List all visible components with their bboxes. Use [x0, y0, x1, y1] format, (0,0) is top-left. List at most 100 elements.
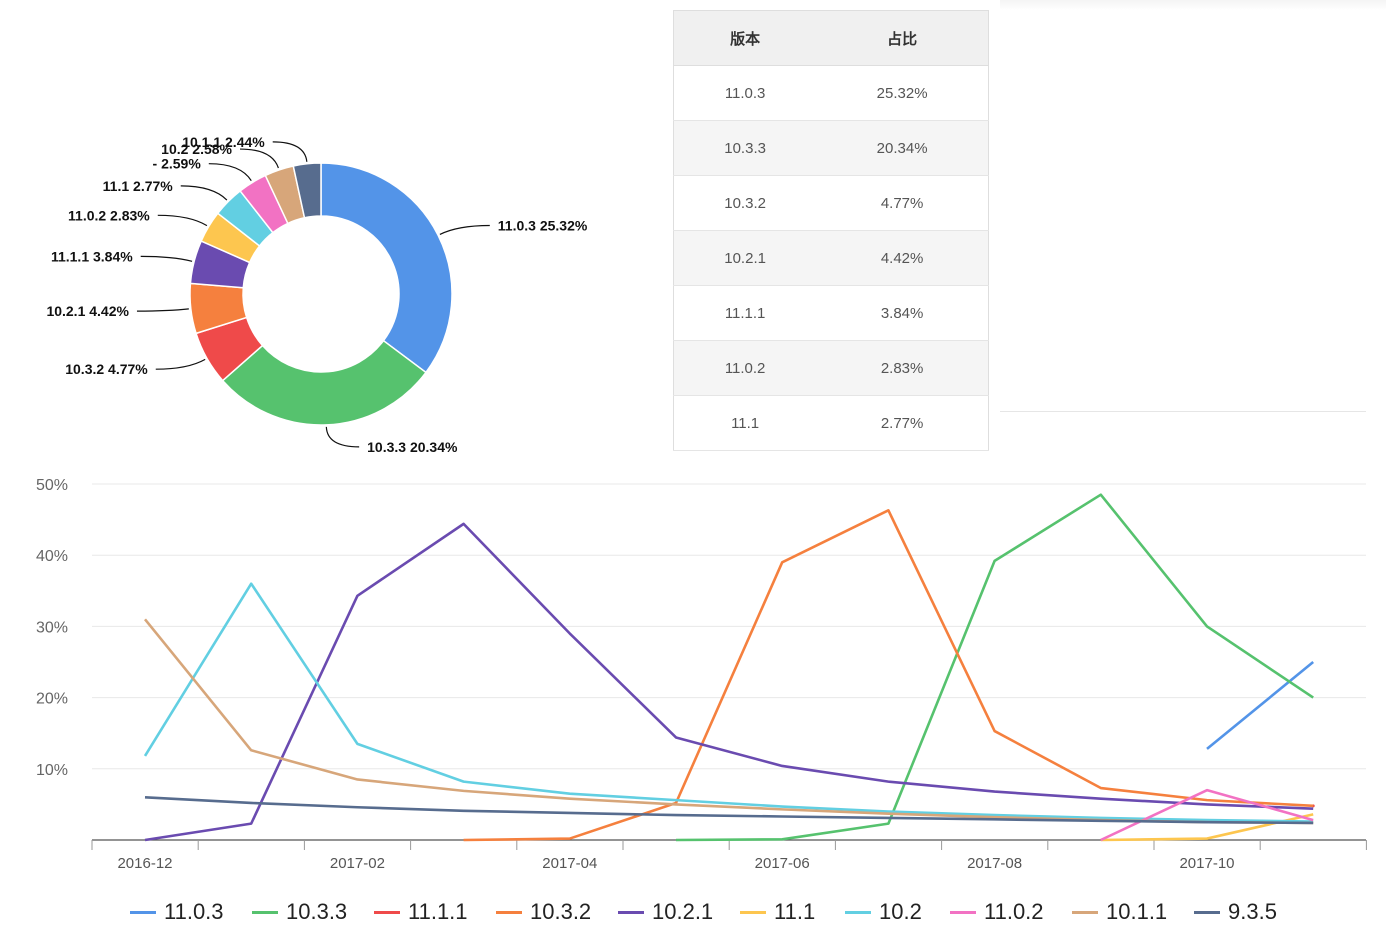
- column-header-share: 占比: [816, 10, 989, 66]
- table-row: 11.0.2 2.83%: [673, 340, 989, 396]
- x-tick-label: 2017-04: [542, 855, 597, 872]
- table-cell-share: 4.42%: [816, 230, 989, 286]
- y-tick-label: 30%: [36, 619, 68, 636]
- table-row: 11.1.1 3.84%: [673, 285, 989, 341]
- legend-item-10.2.1[interactable]: 10.2.1: [618, 896, 713, 928]
- table-cell-version: 10.3.2: [673, 175, 817, 231]
- legend-label: 9.3.5: [1228, 899, 1277, 924]
- legend-item-11.0.3[interactable]: 11.0.3: [130, 896, 224, 928]
- series-line-10.2.1: [144, 522, 1314, 842]
- legend-swatch: [374, 910, 400, 914]
- series-line-9.3.5: [144, 795, 1314, 825]
- panel-divider: [1000, 411, 1366, 412]
- donut-label-leader: [157, 214, 208, 227]
- x-tick-label: 2017-06: [755, 855, 810, 872]
- column-header-version: 版本: [673, 10, 817, 66]
- donut-slice-10.1.1: [292, 162, 322, 219]
- table-cell-share: 20.34%: [816, 120, 989, 176]
- table-header-row: 版本 占比: [673, 10, 989, 66]
- legend-swatch: [845, 910, 871, 914]
- version-donut-chart: 11.0.3 25.32% 10.3.3 20.34% 10.3.2 4.77% 10…: [46, 134, 588, 455]
- legend-label: 10.1.1: [1106, 899, 1168, 924]
- legend-swatch: [1072, 910, 1098, 914]
- legend-swatch: [618, 910, 644, 914]
- table-row: 10.2.1 4.42%: [673, 230, 989, 286]
- donut-slice-10.3.3: [221, 339, 427, 426]
- x-tick-label: 2017-10: [1179, 855, 1234, 872]
- table-cell-version: 11.1: [673, 395, 817, 451]
- series-line-10.2: [143, 582, 1314, 823]
- legend-item-10.2[interactable]: 10.2: [845, 896, 922, 928]
- legend-swatch: [252, 910, 278, 914]
- table-row: 11.1 2.77%: [673, 395, 989, 451]
- legend-swatch: [496, 910, 522, 914]
- x-tick-label: 2017-02: [330, 855, 385, 872]
- x-tick-label: 2016-12: [117, 855, 172, 872]
- donut-label-leader: [180, 185, 228, 201]
- y-tick-label: 10%: [36, 762, 68, 779]
- table-cell-version: 10.2.1: [673, 230, 817, 286]
- donut-label-leader: [439, 224, 490, 235]
- line-chart-legend: 11.0.3 10.3.3 11.1.1 10.3.2 10.2.1 11.1 10.2 11…: [0, 896, 1386, 928]
- donut-slice-label: - 2.59%: [153, 156, 202, 172]
- donut-label-leader: [272, 141, 308, 162]
- series-line-10.3.3: [675, 493, 1314, 842]
- table-cell-share: 3.84%: [816, 285, 989, 341]
- donut-slice-label: 11.0.3 25.32%: [498, 217, 588, 233]
- donut-slice-label: 11.1.1 3.84%: [51, 248, 133, 264]
- donut-label-leader: [240, 148, 279, 169]
- series-line-11.0.2: [1100, 788, 1314, 842]
- y-tick-label: 20%: [36, 691, 68, 708]
- donut-slice-label: 10.2 2.58%: [161, 141, 232, 157]
- table-cell-share: 2.77%: [816, 395, 989, 451]
- x-tick-label: 2017-08: [967, 855, 1022, 872]
- y-tick-label: 40%: [36, 548, 68, 565]
- legend-item-11.1.1[interactable]: 11.1.1: [374, 896, 468, 928]
- donut-slice-label: 10.3.2 4.77%: [65, 361, 148, 377]
- legend-item-10.3.2[interactable]: 10.3.2: [496, 896, 591, 928]
- table-cell-share: 4.77%: [816, 175, 989, 231]
- donut-label-leader: [208, 163, 252, 182]
- panel-top-edge: [1000, 0, 1386, 10]
- table-cell-version: 10.3.3: [673, 120, 817, 176]
- legend-label: 10.2: [879, 899, 922, 924]
- legend-item-11.0.2[interactable]: 11.0.2: [950, 896, 1044, 928]
- table-row: 10.3.3 20.34%: [673, 120, 989, 176]
- legend-item-10.3.3[interactable]: 10.3.3: [252, 896, 347, 928]
- legend-label: 11.0.2: [984, 899, 1044, 924]
- donut-label-leader: [140, 255, 193, 262]
- donut-slice-label: 10.2.1 4.42%: [46, 303, 129, 319]
- legend-swatch: [740, 910, 766, 914]
- legend-label: 10.3.2: [530, 899, 592, 924]
- donut-slice-label: 10.3.3 20.34%: [367, 439, 458, 455]
- table-row: 11.0.3 25.32%: [673, 65, 989, 121]
- legend-swatch: [1194, 910, 1220, 914]
- donut-label-leader: [136, 308, 189, 312]
- donut-label-leader: [325, 426, 360, 448]
- legend-swatch: [130, 910, 156, 914]
- series-line-10.3.2: [463, 509, 1314, 842]
- y-tick-label: 50%: [36, 477, 68, 494]
- donut-slice-label: 11.1 2.77%: [103, 178, 174, 194]
- table-cell-share: 25.32%: [816, 65, 989, 121]
- table-cell-version: 11.0.2: [673, 340, 817, 396]
- donut-slice-label: 11.0.2 2.83%: [68, 207, 150, 223]
- legend-label: 11.1.1: [408, 899, 468, 924]
- legend-item-10.1.1[interactable]: 10.1.1: [1072, 896, 1167, 928]
- version-share-table: 版本 占比 11.0.3 25.32% 10.3.3 20.34% 10.3.2…: [673, 10, 989, 451]
- legend-label: 11.1: [774, 899, 816, 924]
- legend-label: 10.2.1: [652, 899, 714, 924]
- table-cell-version: 11.1.1: [673, 285, 817, 341]
- legend-label: 10.3.3: [286, 899, 348, 924]
- table-row: 10.3.2 4.77%: [673, 175, 989, 231]
- series-line-11.0.3: [1206, 660, 1315, 750]
- version-trend-line-chart: 10% 20% 30% 40% 50% 2016-12 2017-02 2017-04 2017…: [36, 477, 1367, 872]
- table-cell-version: 11.0.3: [673, 65, 817, 121]
- legend-swatch: [950, 910, 976, 914]
- donut-label-leader: [155, 358, 206, 370]
- legend-item-9.3.5[interactable]: 9.3.5: [1194, 896, 1277, 928]
- donut-slice-label: 10.1.1 2.44%: [182, 134, 265, 150]
- legend-item-11.1[interactable]: 11.1: [740, 896, 815, 928]
- legend-label: 11.0.3: [164, 899, 224, 924]
- donut-slice-11.0.3: [320, 162, 453, 374]
